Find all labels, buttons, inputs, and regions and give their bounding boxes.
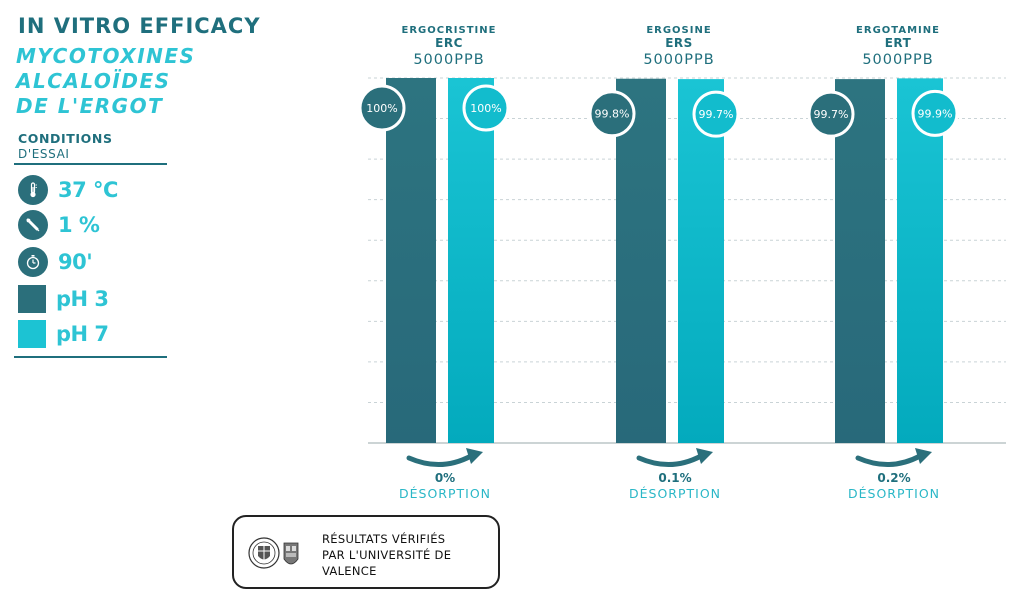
desorption-arrow bbox=[855, 453, 923, 468]
condition-temperature: 37 °C bbox=[18, 175, 118, 205]
data-label: 99.9% bbox=[918, 107, 953, 120]
desorption-value: 0.2% bbox=[877, 471, 910, 485]
desorption-arrow bbox=[636, 453, 704, 468]
desorption-arrow bbox=[406, 453, 474, 468]
group-name: ERGOTAMINE bbox=[856, 25, 940, 36]
page-subtitle: MYCOTOXINES ALCALOÏDES DE L'ERGOT bbox=[16, 44, 195, 119]
group-concentration: 5000PPB bbox=[413, 52, 484, 68]
data-label: 99.8% bbox=[595, 108, 630, 121]
condition-text: 90' bbox=[58, 250, 93, 274]
chart-labels: 100% 100% 99.8% 99.7% 99.7% 99.9% bbox=[358, 84, 959, 138]
data-label: 100% bbox=[366, 102, 397, 115]
desorption-arrowhead bbox=[696, 448, 713, 464]
desorption-value: 0% bbox=[435, 471, 455, 485]
group-code: ERT bbox=[885, 36, 912, 50]
bar-ph7 bbox=[897, 78, 943, 444]
bar-ph7 bbox=[448, 78, 494, 443]
group-code: ERS bbox=[665, 36, 693, 50]
verification-badge: RÉSULTATS VÉRIFIÉS PAR L'UNIVERSITÉ DE V… bbox=[232, 515, 500, 589]
subtitle-line: MYCOTOXINES bbox=[16, 44, 196, 68]
group-concentration: 5000PPB bbox=[643, 52, 714, 68]
desorption-arrowhead bbox=[915, 448, 932, 464]
group-name: ERGOCRISTINE bbox=[402, 25, 497, 36]
group-name: ERGOSINE bbox=[646, 25, 711, 36]
desorption-arrowhead bbox=[466, 448, 483, 464]
desorption-label: DÉSORPTION bbox=[848, 486, 940, 501]
subtitle-line: ALCALOÏDES bbox=[16, 69, 171, 93]
badge-line: RÉSULTATS VÉRIFIÉS bbox=[322, 532, 446, 546]
desorption-label: DÉSORPTION bbox=[629, 486, 721, 501]
group-concentration: 5000PPB bbox=[862, 52, 933, 68]
condition-text: pH 7 bbox=[56, 322, 109, 346]
dropper-icon bbox=[18, 210, 48, 240]
divider bbox=[14, 163, 167, 165]
condition-text: pH 3 bbox=[56, 287, 109, 311]
data-label-badge bbox=[807, 90, 855, 138]
data-label-badge bbox=[588, 90, 636, 138]
subtitle-line: DE L'ERGOT bbox=[16, 94, 164, 118]
data-label-badge bbox=[358, 84, 406, 132]
condition-ph7: pH 7 bbox=[18, 319, 109, 349]
ph7-swatch bbox=[18, 320, 46, 348]
data-label: 100% bbox=[470, 102, 501, 115]
bar-ph3 bbox=[616, 78, 666, 443]
condition-dose: 1 % bbox=[18, 210, 100, 240]
condition-text: 37 °C bbox=[58, 178, 118, 202]
desorption-value: 0.1% bbox=[658, 471, 691, 485]
group-code: ERC bbox=[435, 36, 463, 50]
conditions-subheading: D'ESSAI bbox=[18, 147, 70, 161]
thermometer-icon bbox=[18, 175, 48, 205]
page-title: IN VITRO EFFICACY bbox=[18, 14, 261, 38]
data-label-badge bbox=[911, 89, 959, 137]
badge-text: RÉSULTATS VÉRIFIÉS PAR L'UNIVERSITÉ DE V… bbox=[322, 531, 451, 579]
chart-bars bbox=[386, 78, 943, 444]
bar-ph3 bbox=[386, 78, 436, 443]
divider bbox=[14, 356, 167, 358]
data-label-badge bbox=[692, 90, 740, 138]
stopwatch-icon bbox=[18, 247, 48, 277]
desorption-label: DÉSORPTION bbox=[399, 486, 491, 501]
bar-ph3 bbox=[835, 79, 885, 443]
badge-line: VALENCE bbox=[322, 564, 377, 578]
bar-ph7 bbox=[678, 79, 724, 443]
university-seal-icon bbox=[248, 537, 299, 569]
data-label: 99.7% bbox=[699, 108, 734, 121]
badge-line: PAR L'UNIVERSITÉ DE bbox=[322, 548, 452, 562]
condition-text: 1 % bbox=[58, 213, 100, 237]
data-label: 99.7% bbox=[814, 108, 849, 121]
conditions-heading: CONDITIONS bbox=[18, 131, 113, 146]
condition-ph3: pH 3 bbox=[18, 284, 109, 314]
condition-duration: 90' bbox=[18, 247, 93, 277]
data-label-badge bbox=[462, 84, 510, 132]
ph3-swatch bbox=[18, 285, 46, 313]
